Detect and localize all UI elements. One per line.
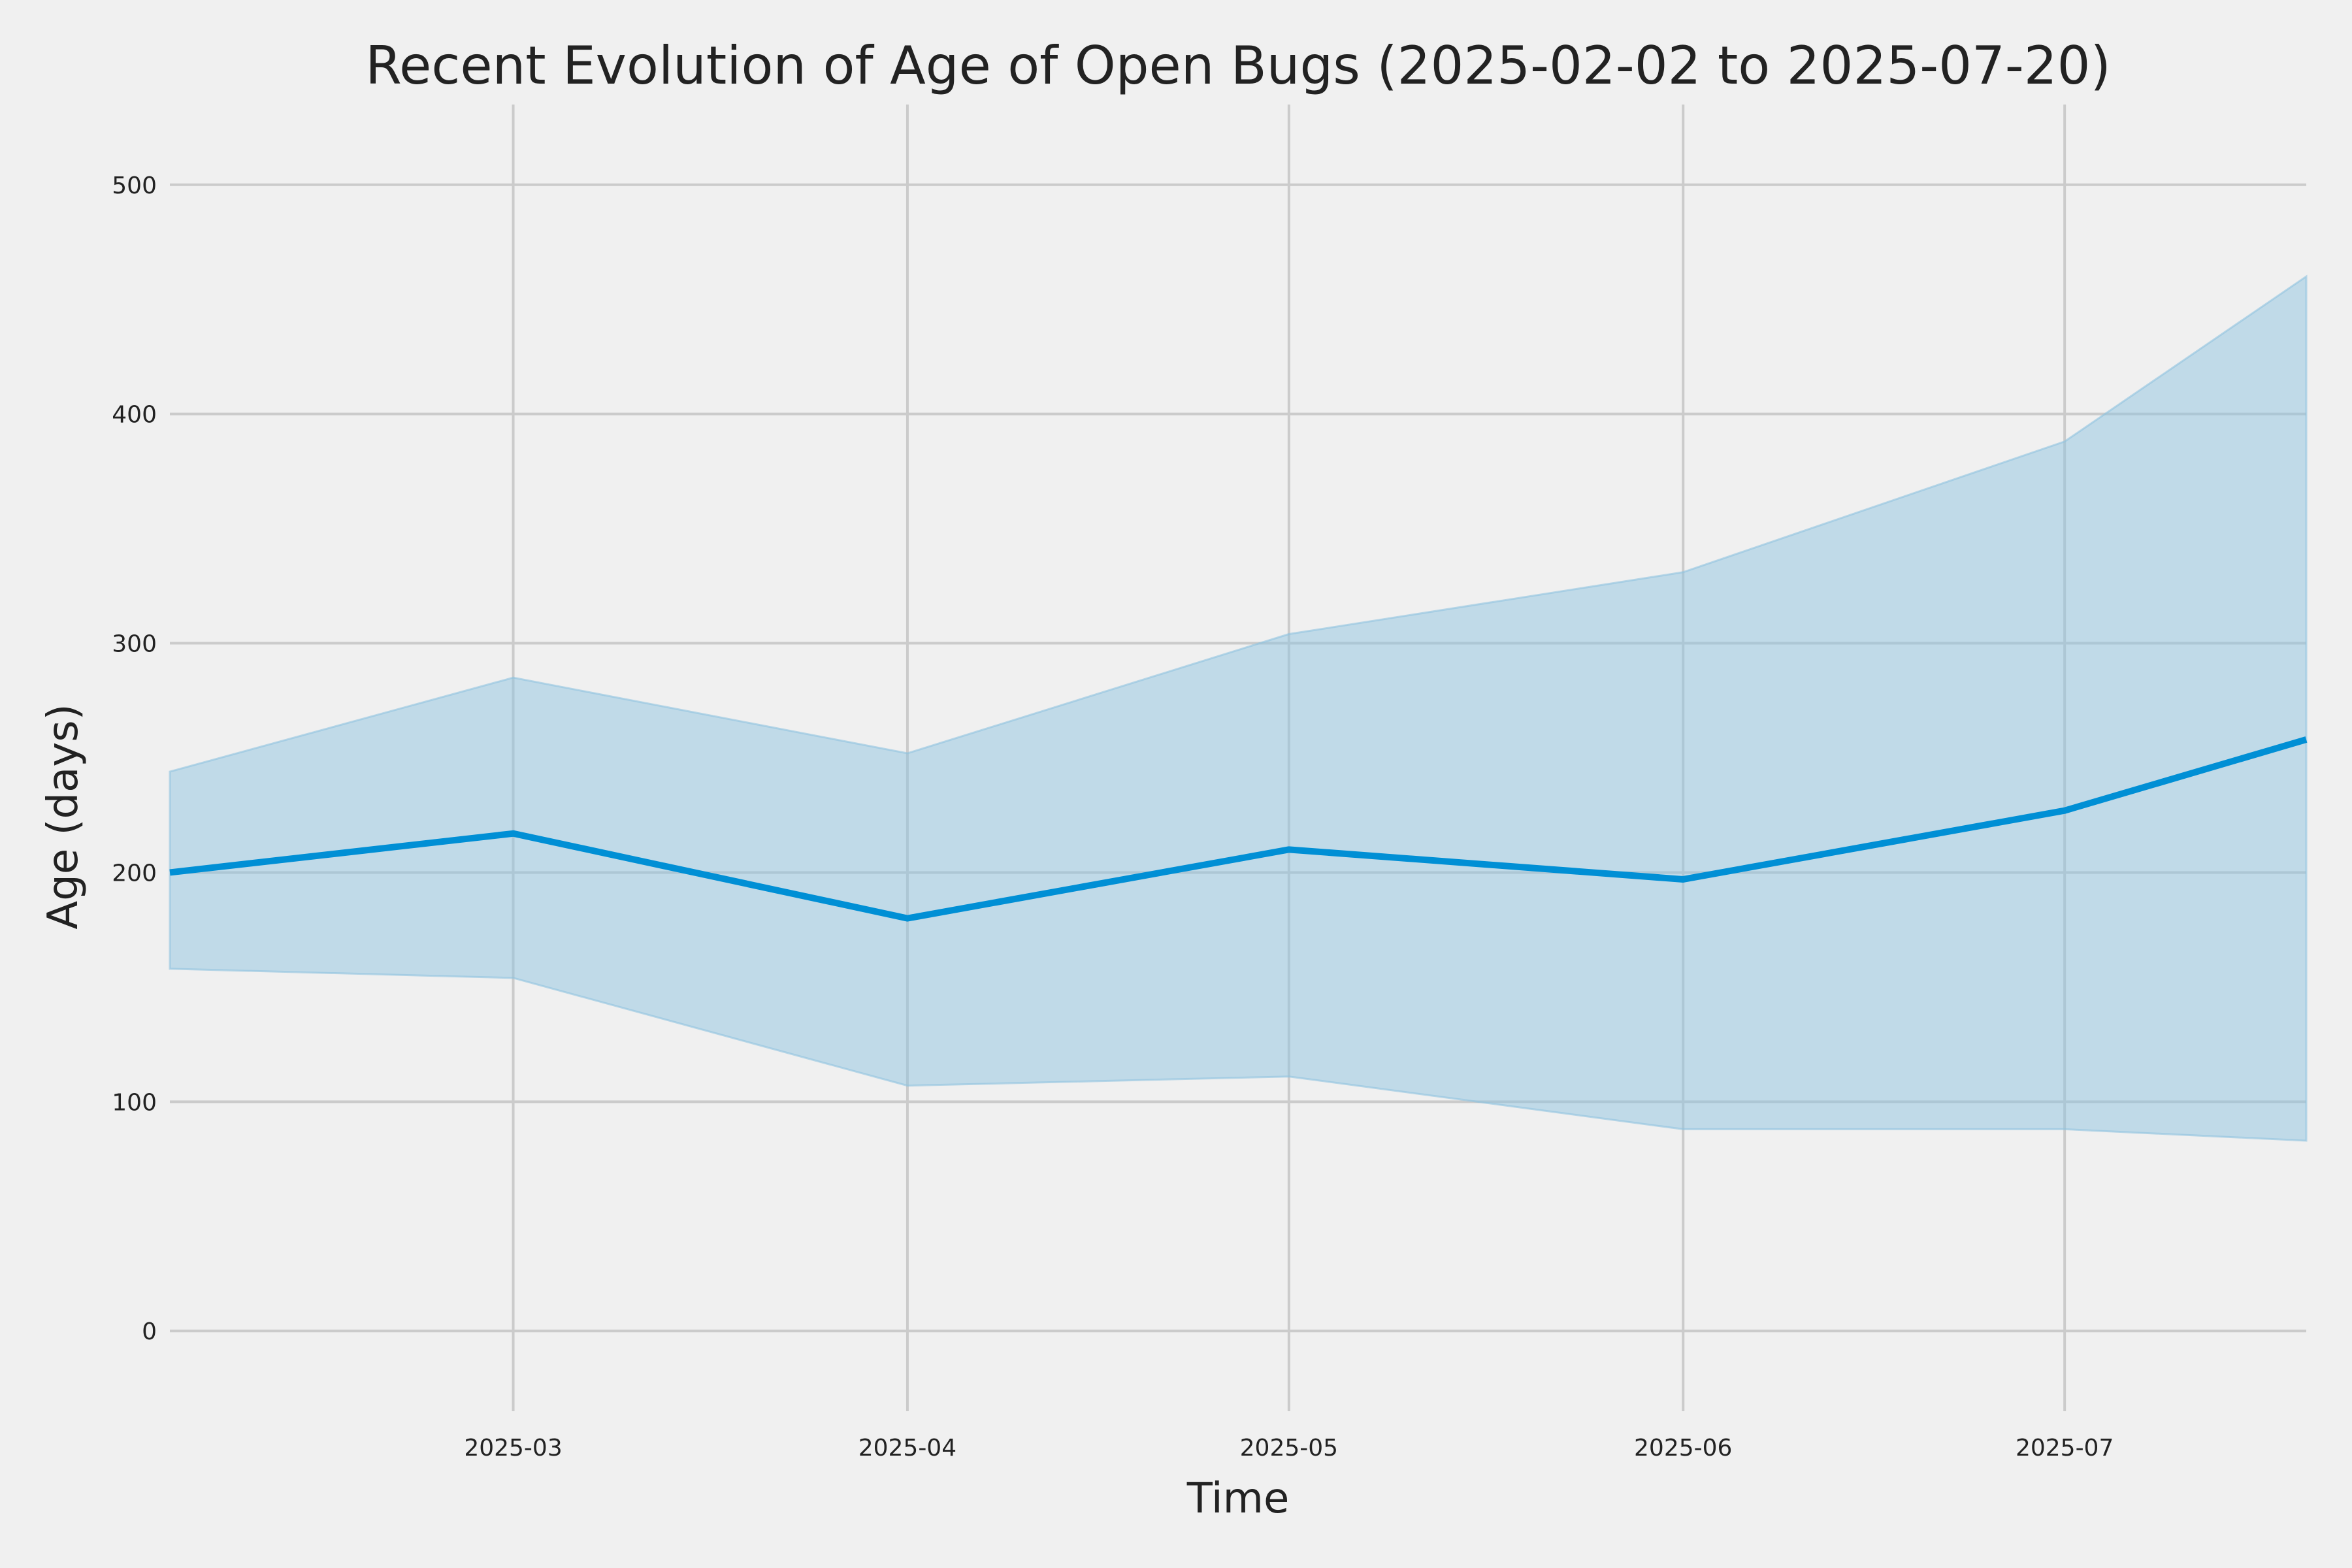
x-tick-label: 2025-07: [2016, 1435, 2114, 1462]
chart-title: Recent Evolution of Age of Open Bugs (20…: [365, 35, 2111, 96]
y-axis-label: Age (days): [39, 704, 88, 929]
y-tick-label: 500: [112, 172, 157, 199]
confidence-band-layer: [169, 274, 2308, 1142]
y-tick-label: 400: [112, 402, 157, 429]
y-tick-labels: 0 100 200 300 400 500: [112, 172, 157, 1345]
x-tick-labels: 2025-03 2025-04 2025-05 2025-06 2025-07: [464, 1435, 2114, 1462]
y-tick-label: 300: [112, 631, 157, 658]
confidence-band: [169, 274, 2308, 1142]
x-tick-label: 2025-05: [1240, 1435, 1338, 1462]
x-axis-label: Time: [1186, 1475, 1290, 1523]
series-line: [169, 736, 2308, 922]
line-layer: [169, 736, 2308, 922]
y-tick-label: 200: [112, 860, 157, 887]
x-tick-label: 2025-06: [1634, 1435, 1732, 1462]
x-tick-label: 2025-04: [858, 1435, 956, 1462]
y-tick-label: 100: [112, 1089, 157, 1116]
y-tick-label: 0: [142, 1318, 157, 1345]
x-tick-label: 2025-03: [464, 1435, 562, 1462]
